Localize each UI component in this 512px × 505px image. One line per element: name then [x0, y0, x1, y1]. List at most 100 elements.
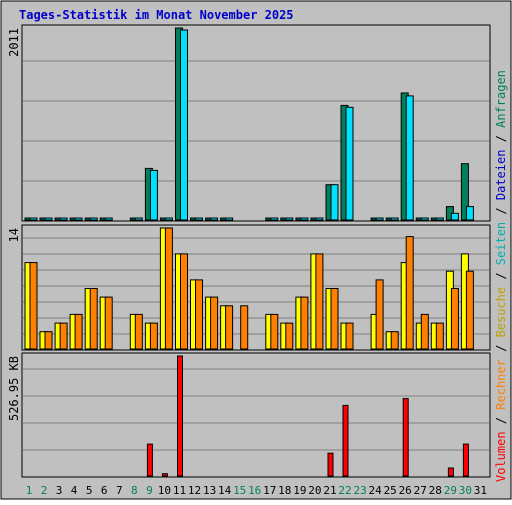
day-label-12: 12	[188, 484, 201, 497]
legend-part-6: Seiten	[494, 222, 508, 265]
day-label-24: 24	[368, 484, 382, 497]
bar-files-day-28	[435, 217, 444, 221]
day-label-17: 17	[263, 484, 276, 497]
bar-files-day-12	[195, 217, 203, 221]
day-label-1: 1	[26, 484, 33, 497]
bar-pages-day-28	[435, 322, 444, 350]
bar-pages-day-5	[89, 288, 98, 350]
bar-pages-day-24	[375, 279, 384, 350]
bar-pages-day-4	[74, 313, 83, 350]
bar-pages-day-2	[44, 331, 53, 350]
legend-part-3: /	[494, 337, 508, 359]
bar-pages-day-21	[330, 288, 339, 350]
bar-pages-day-25	[390, 331, 399, 350]
day-label-4: 4	[71, 484, 78, 497]
panel-kbytes: 526.95 KB	[7, 352, 491, 478]
panel-hits-files: 2011	[7, 24, 491, 222]
day-label-26: 26	[399, 484, 412, 497]
bar-pages-day-12	[195, 279, 203, 350]
bar-pages-day-22	[345, 322, 354, 350]
chart-legend: Volumen / Rechner / Besuche / Seiten / D…	[494, 70, 508, 482]
day-label-11: 11	[173, 484, 186, 497]
day-label-8: 8	[131, 484, 138, 497]
bar-kbytes-day-10	[161, 473, 168, 477]
bar-kbytes-day-22	[342, 404, 349, 477]
bar-pages-day-18	[285, 322, 294, 350]
bar-hits-day-30	[460, 163, 469, 221]
bar-files-day-27	[420, 217, 429, 221]
bar-kbytes-day-26	[402, 398, 409, 477]
bar-pages-day-17	[270, 313, 279, 350]
bar-kbytes-day-21	[327, 452, 334, 477]
bar-kbytes-day-11	[177, 355, 183, 477]
bar-pages-day-29	[450, 288, 459, 350]
day-label-28: 28	[429, 484, 442, 497]
day-label-19: 19	[293, 484, 306, 497]
legend-part-5: /	[494, 265, 508, 287]
day-label-27: 27	[414, 484, 427, 497]
legend-part-9: /	[494, 128, 508, 150]
bar-files-day-13	[210, 217, 219, 221]
bar-pages-day-10	[164, 227, 173, 350]
bar-pages-day-30	[465, 270, 474, 350]
day-label-2: 2	[41, 484, 48, 497]
bar-files-day-5	[89, 217, 98, 221]
day-label-14: 14	[218, 484, 232, 497]
day-label-31: 31	[474, 484, 487, 497]
bar-files-day-3	[59, 217, 68, 221]
day-label-23: 23	[353, 484, 366, 497]
y-max-label: 2011	[7, 28, 21, 57]
bar-files-day-11	[180, 29, 188, 221]
bar-files-day-8	[134, 217, 143, 221]
bar-pages-day-14	[225, 305, 234, 350]
day-label-10: 10	[158, 484, 171, 497]
day-label-15: 15	[233, 484, 246, 497]
bar-pages-day-26	[405, 236, 414, 350]
day-label-22: 22	[338, 484, 351, 497]
day-label-6: 6	[101, 484, 108, 497]
plot-area	[21, 352, 491, 478]
legend-part-2: Rechner	[494, 359, 508, 410]
day-label-18: 18	[278, 484, 291, 497]
bar-kbytes-day-29	[447, 467, 454, 477]
bar-files-day-21	[330, 184, 339, 221]
day-label-30: 30	[459, 484, 472, 497]
bar-files-day-18	[285, 217, 294, 221]
bar-pages-day-3	[59, 322, 68, 350]
bar-pages-day-8	[134, 313, 143, 350]
legend-part-4: Besuche	[494, 287, 508, 338]
day-label-29: 29	[444, 484, 457, 497]
day-label-7: 7	[116, 484, 123, 497]
bar-files-day-2	[44, 217, 53, 221]
bar-files-day-19	[300, 217, 309, 221]
legend-part-8: Dateien	[494, 150, 508, 201]
day-label-21: 21	[323, 484, 336, 497]
bar-files-day-25	[390, 217, 399, 221]
day-label-13: 13	[203, 484, 216, 497]
bar-files-day-10	[164, 217, 173, 221]
day-label-20: 20	[308, 484, 321, 497]
bar-pages-day-15	[240, 305, 249, 350]
bar-files-day-1	[29, 217, 38, 221]
day-label-5: 5	[86, 484, 93, 497]
bar-files-day-24	[375, 217, 384, 221]
bar-kbytes-day-30	[462, 443, 469, 477]
bar-files-day-20	[315, 217, 324, 221]
legend-part-7: /	[494, 200, 508, 222]
bar-pages-day-1	[29, 262, 38, 350]
day-label-9: 9	[146, 484, 153, 497]
bar-kbytes-day-9	[146, 443, 153, 477]
day-label-3: 3	[56, 484, 63, 497]
bar-pages-day-19	[300, 296, 309, 350]
chart-title: Tages-Statistik im Monat November 2025	[19, 8, 294, 22]
legend-part-1: /	[494, 410, 508, 432]
bar-files-day-30	[465, 206, 474, 221]
bar-files-day-26	[405, 95, 414, 221]
y-max-label: 526.95 KB	[7, 356, 21, 421]
bar-pages-day-20	[315, 253, 324, 350]
bar-files-day-17	[270, 217, 279, 221]
bar-files-day-14	[225, 217, 234, 221]
bar-pages-day-9	[149, 322, 158, 350]
